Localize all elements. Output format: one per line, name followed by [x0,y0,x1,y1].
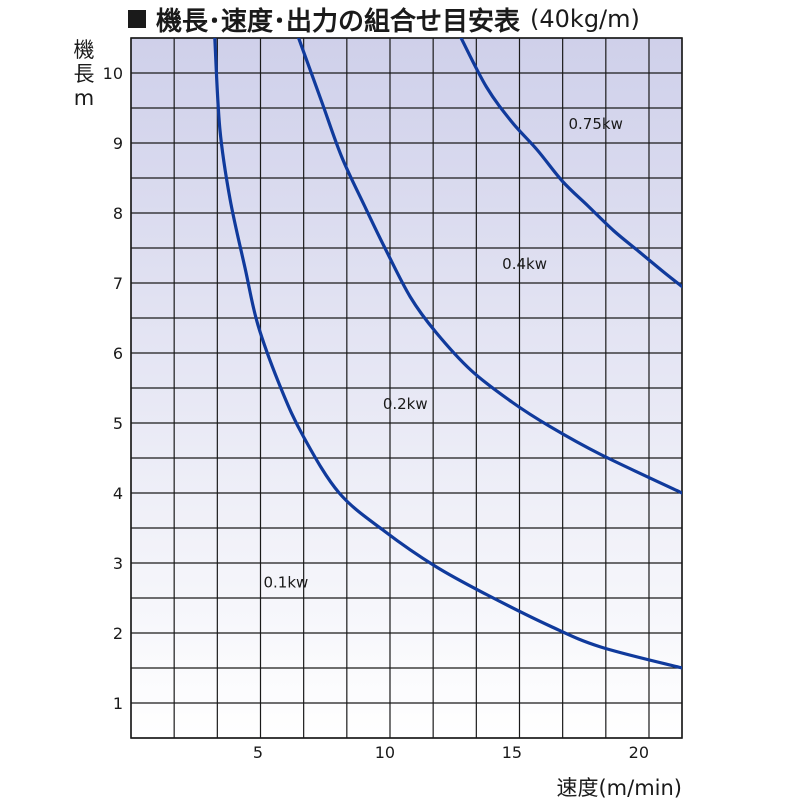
series-line-0.4kw [459,38,682,289]
plot-frame [130,37,683,739]
x-tick-label: 10 [375,743,395,762]
y-tick-label: 5 [113,414,123,433]
chart-title: 機長･速度･出力の組合せ目安表 (40kg/m) [128,2,640,37]
y-tick-label: 9 [113,134,123,153]
chart-title-unit: (40kg/m) [530,5,640,33]
y-tick-label: 6 [113,344,123,363]
chart-title-text: 機長･速度･出力の組合せ目安表 [156,6,521,37]
y-axis-label: 機 長 m [71,38,97,110]
y-tick-label: 7 [113,274,123,293]
y-tick-label: 10 [103,64,123,83]
curve-label: 0.4kw [502,255,547,273]
y-tick-label: 8 [113,204,123,223]
curve-label: 0.1kw [263,574,308,592]
x-axis-label: 速度(m/min) [556,776,682,800]
x-tick-label: 5 [253,743,263,762]
y-axis-label-line: 長 [73,62,95,86]
curve-label: 0.75kw [568,115,622,133]
y-tick-label: 4 [113,484,123,503]
y-tick-label: 1 [113,694,123,713]
y-tick-label: 3 [113,554,123,573]
series-line-0.2kw [296,38,682,495]
y-axis-label-line: m [73,86,95,110]
y-axis-label-line: 機 [73,38,95,62]
square-bullet-icon [128,10,146,28]
y-tick-label: 2 [113,624,123,643]
series-line-0.1kw [213,38,682,670]
curve-label: 0.2kw [383,395,428,413]
x-tick-label: 20 [629,743,649,762]
x-tick-label: 15 [502,743,522,762]
